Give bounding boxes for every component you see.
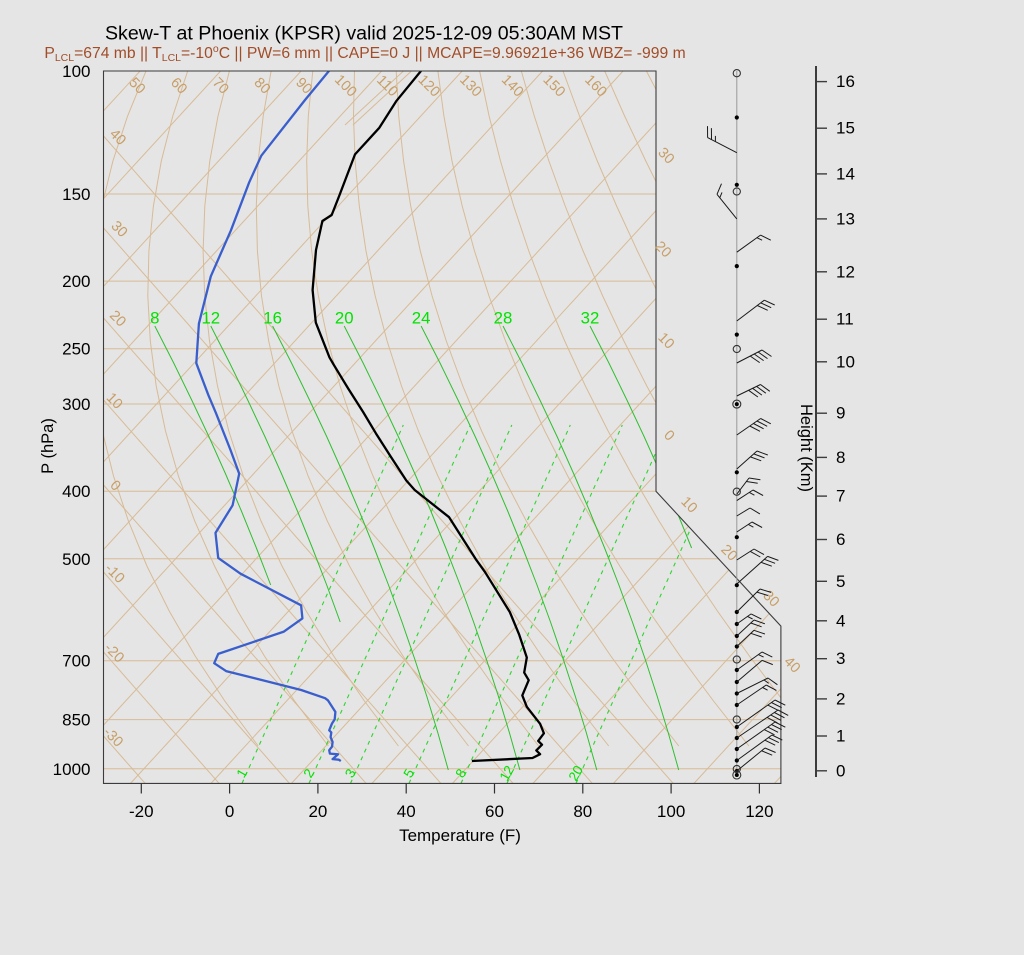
svg-text:12: 12 xyxy=(836,262,855,281)
svg-text:100: 100 xyxy=(62,62,90,81)
svg-text:200: 200 xyxy=(62,272,90,291)
svg-text:2: 2 xyxy=(836,689,845,708)
svg-text:PLCL=674 mb || TLCL=-10oC || P: PLCL=674 mb || TLCL=-10oC || PW=6 mm || … xyxy=(44,43,685,64)
svg-text:80: 80 xyxy=(573,802,592,821)
svg-text:9: 9 xyxy=(836,404,845,423)
svg-text:40: 40 xyxy=(397,802,416,821)
svg-text:4: 4 xyxy=(836,611,845,630)
svg-text:400: 400 xyxy=(62,482,90,501)
svg-text:10: 10 xyxy=(836,352,855,371)
svg-text:24: 24 xyxy=(412,309,431,328)
svg-text:8: 8 xyxy=(836,448,845,467)
svg-text:12: 12 xyxy=(201,309,220,328)
svg-text:3: 3 xyxy=(836,649,845,668)
svg-text:20: 20 xyxy=(335,309,354,328)
svg-text:1: 1 xyxy=(836,727,845,746)
svg-text:Skew-T at Phoenix (KPSR) valid: Skew-T at Phoenix (KPSR) valid 2025-12-0… xyxy=(105,23,623,45)
svg-text:14: 14 xyxy=(836,164,855,183)
svg-text:700: 700 xyxy=(62,652,90,671)
svg-text:300: 300 xyxy=(62,395,90,414)
svg-text:13: 13 xyxy=(836,209,855,228)
svg-text:8: 8 xyxy=(150,309,159,328)
svg-text:32: 32 xyxy=(581,309,600,328)
svg-text:16: 16 xyxy=(263,309,282,328)
svg-text:0: 0 xyxy=(225,802,234,821)
svg-text:120: 120 xyxy=(745,802,773,821)
svg-text:15: 15 xyxy=(836,119,855,138)
svg-text:500: 500 xyxy=(62,550,90,569)
svg-text:6: 6 xyxy=(836,530,845,549)
svg-text:Temperature (F): Temperature (F) xyxy=(399,826,521,845)
svg-text:1000: 1000 xyxy=(53,760,91,779)
svg-text:250: 250 xyxy=(62,340,90,359)
svg-text:7: 7 xyxy=(836,487,845,506)
svg-text:60: 60 xyxy=(485,802,504,821)
svg-text:16: 16 xyxy=(836,72,855,91)
svg-text:5: 5 xyxy=(836,572,845,591)
svg-text:150: 150 xyxy=(62,185,90,204)
svg-text:100: 100 xyxy=(657,802,685,821)
svg-text:11: 11 xyxy=(836,310,854,329)
svg-text:P (hPa): P (hPa) xyxy=(39,418,57,474)
svg-text:850: 850 xyxy=(62,711,90,730)
svg-text:Height (Km): Height (Km) xyxy=(797,404,815,492)
svg-text:28: 28 xyxy=(494,309,513,328)
svg-text:-20: -20 xyxy=(129,802,154,821)
svg-text:20: 20 xyxy=(308,802,327,821)
svg-text:0: 0 xyxy=(836,761,845,780)
